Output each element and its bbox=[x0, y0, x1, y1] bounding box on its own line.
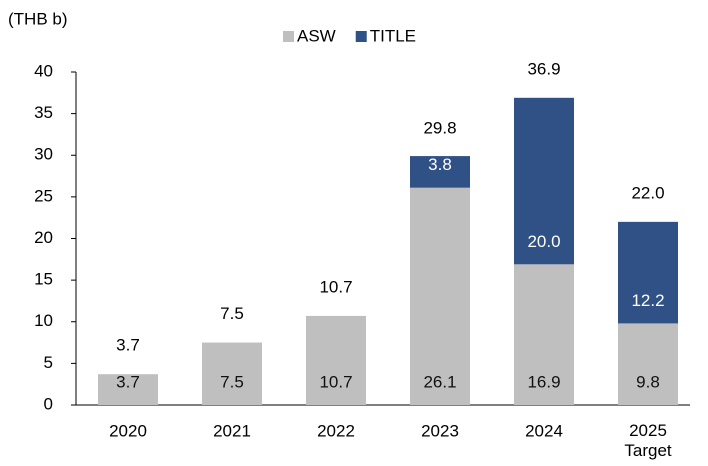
data-label: 7.5 bbox=[220, 372, 244, 391]
data-label: 9.8 bbox=[636, 372, 660, 391]
legend-swatch bbox=[355, 31, 367, 42]
bar-segment bbox=[618, 221, 678, 324]
y-tick-label: 15 bbox=[34, 270, 53, 289]
bar-segment bbox=[618, 323, 678, 405]
legend-swatch bbox=[283, 31, 294, 42]
y-axis-label: (THB b) bbox=[8, 9, 68, 28]
y-tick-label: 10 bbox=[34, 311, 53, 330]
bar-segment bbox=[98, 374, 158, 405]
bar-segment bbox=[410, 156, 470, 188]
bar-segment bbox=[202, 342, 262, 405]
data-label: 20.0 bbox=[527, 232, 560, 251]
y-tick-label: 30 bbox=[34, 145, 53, 164]
x-tick-label: 2022 bbox=[317, 421, 355, 440]
x-tick-label: 2020 bbox=[109, 421, 147, 440]
data-label: 16.9 bbox=[527, 372, 560, 391]
data-label: 12.2 bbox=[631, 291, 664, 310]
bar-segment bbox=[514, 264, 574, 405]
y-tick-label: 5 bbox=[44, 353, 53, 372]
total-label: 36.9 bbox=[527, 59, 560, 78]
bar-segment bbox=[514, 97, 574, 265]
total-label: 7.5 bbox=[220, 304, 244, 323]
y-tick-label: 35 bbox=[34, 103, 53, 122]
legend-label: ASW bbox=[297, 26, 336, 45]
total-label: 22.0 bbox=[631, 183, 664, 202]
total-label: 3.7 bbox=[116, 336, 140, 355]
total-label: 10.7 bbox=[319, 277, 352, 296]
y-tick-label: 40 bbox=[34, 61, 53, 80]
legend-label: TITLE bbox=[370, 26, 416, 45]
bar-segment bbox=[306, 315, 366, 405]
total-label: 29.8 bbox=[423, 118, 456, 137]
bar-segment bbox=[410, 187, 470, 405]
y-tick-label: 20 bbox=[34, 228, 53, 247]
y-tick-label: 0 bbox=[44, 394, 53, 413]
data-label: 3.8 bbox=[428, 155, 452, 174]
data-label: 3.7 bbox=[116, 372, 140, 391]
data-label: 10.7 bbox=[319, 372, 352, 391]
data-label: 26.1 bbox=[423, 372, 456, 391]
x-tick-label: 2021 bbox=[213, 421, 251, 440]
x-tick-label: 2025 Target bbox=[624, 421, 672, 460]
x-tick-label: 2023 bbox=[421, 421, 459, 440]
x-tick-label: 2024 bbox=[525, 421, 563, 440]
y-tick-label: 25 bbox=[34, 186, 53, 205]
